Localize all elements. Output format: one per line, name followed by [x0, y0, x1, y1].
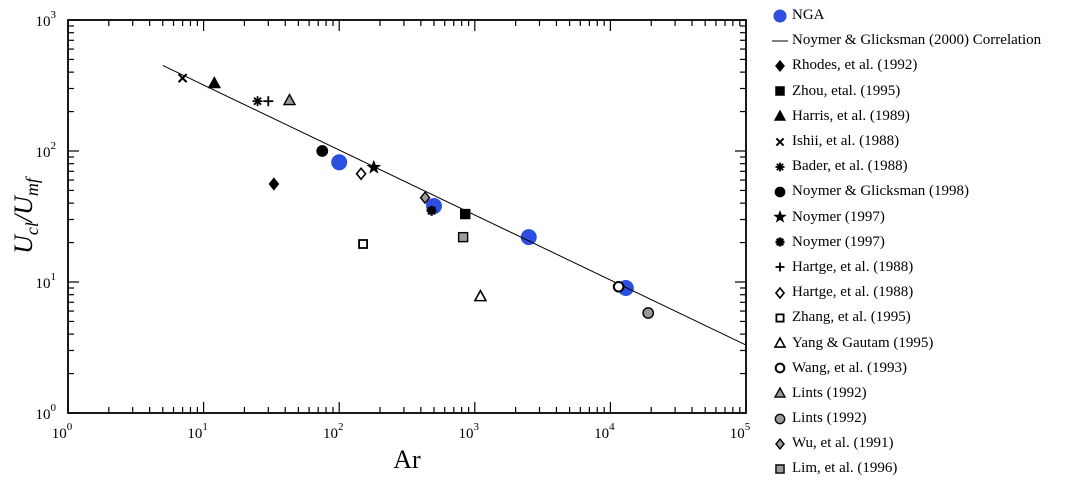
legend-marker-icon: [775, 262, 785, 272]
legend-label: Zhang, et al. (1995): [792, 309, 911, 326]
legend-marker-icon: [775, 313, 785, 323]
y-tick-label: 102: [36, 140, 57, 161]
x-tick-label: 100: [52, 421, 73, 442]
legend-item: Zhang, et al. (1995): [772, 305, 1077, 330]
legend-marker-icon: [773, 9, 787, 23]
legend-item: Hartge, et al. (1988): [772, 255, 1077, 280]
legend-label: Hartge, et al. (1988): [792, 284, 914, 301]
legend-item: Zhou, etal. (1995): [772, 79, 1077, 104]
data-point-rhodes-et-al-1992: [268, 177, 280, 191]
data-point-yang-gautam-1995: [473, 288, 488, 302]
x-tick-label: 101: [187, 421, 208, 442]
legend-label: Bader, et al. (1988): [792, 158, 908, 175]
legend-marker-icon: [774, 286, 786, 299]
legend-label: Yang & Gautam (1995): [792, 334, 934, 351]
data-point-bader-et-al-1988: [252, 96, 263, 107]
y-tick-label: 103: [36, 9, 57, 30]
legend-marker-icon: [775, 237, 785, 247]
legend-marker-icon: [773, 387, 787, 399]
legend-item: Lim, et al. (1996): [772, 456, 1077, 481]
legend-marker-icon: [773, 210, 787, 223]
x-axis-label: Ar: [393, 445, 421, 474]
data-point-lim-et-al-1996: [457, 231, 469, 243]
legend-label: Harris, et al. (1989): [792, 107, 910, 124]
legend-item: Hartge, et al. (1988): [772, 280, 1077, 305]
legend-item: Noymer (1997): [772, 205, 1077, 230]
legend-item: Wang, et al. (1993): [772, 356, 1077, 381]
y-tick-label: 100: [36, 402, 57, 423]
data-point-noymer-1997: [426, 205, 437, 216]
data-point-harris-et-al-1989: [207, 76, 222, 89]
legend-label: Lim, et al. (1996): [792, 460, 898, 477]
legend-label: Zhou, etal. (1995): [792, 82, 901, 99]
data-point-lints-1992: [642, 307, 655, 319]
series-layer: [162, 64, 747, 346]
legend-marker-icon: [775, 437, 785, 450]
x-tick-label: 102: [323, 421, 344, 442]
legend-marker-icon: [774, 362, 786, 374]
legend-item: Noymer & Glicksman (2000) Correlation: [772, 28, 1077, 53]
plot-area: [67, 19, 747, 414]
data-point-nga: [520, 229, 537, 246]
legend-label: Rhodes, et al. (1992): [792, 57, 918, 74]
scatter-chart: 100 101 102 103 104 105 100 101 102 103 Ar Ucl/U…: [9, 9, 751, 474]
legend-marker-icon: [775, 59, 785, 73]
legend-item: Wu, et al. (1991): [772, 431, 1077, 456]
legend-item: Noymer & Glicksman (1998): [772, 179, 1077, 204]
legend-marker-icon: [775, 137, 785, 146]
legend-label: Lints (1992): [792, 410, 867, 427]
x-tick-labels: 100 101 102 103 104 105: [52, 421, 751, 442]
legend-item: Lints (1992): [772, 406, 1077, 431]
legend-item: Rhodes, et al. (1992): [772, 53, 1077, 78]
axis-ticks: [67, 19, 747, 414]
data-point-wang-et-al-1993: [612, 280, 625, 293]
data-point-zhang-et-al-1995: [358, 239, 368, 249]
y-axis-label: Ucl/Umf: [9, 175, 42, 254]
data-point-hartge-et-al-1988: [263, 96, 274, 107]
legend-label: Ishii, et al. (1988): [792, 133, 900, 150]
x-tick-label: 103: [459, 421, 480, 442]
legend-marker-icon: [773, 109, 787, 122]
legend-item: Ishii, et al. (1988): [772, 129, 1077, 154]
legend-label: Lints (1992): [792, 384, 867, 401]
legend-marker-icon: [775, 162, 785, 172]
legend-label: Noymer (1997): [792, 208, 885, 225]
legend-label: Noymer & Glicksman (1998): [792, 183, 970, 200]
legend-item: Harris, et al. (1989): [772, 104, 1077, 129]
legend-item: Bader, et al. (1988): [772, 154, 1077, 179]
data-point-noymer-glicksman-1998: [316, 145, 329, 157]
legend-label: Wu, et al. (1991): [792, 435, 894, 452]
legend-marker-icon: [774, 413, 786, 424]
legend-label: NGA: [792, 7, 825, 24]
legend-marker-icon: [773, 336, 787, 348]
legend-label: Hartge, et al. (1988): [792, 258, 914, 275]
legend-marker-icon: [775, 86, 785, 96]
legend-label: Noymer & Glicksman (2000) Correlation: [792, 32, 1042, 49]
y-tick-labels: 100 101 102 103: [36, 9, 57, 423]
legend-label: Wang, et al. (1993): [792, 359, 908, 376]
data-point-wu-et-al-1991: [419, 191, 431, 205]
data-point-ishii-et-al-1988: [177, 73, 188, 83]
legend-label: Noymer (1997): [792, 233, 885, 250]
data-point-nga: [331, 154, 348, 171]
y-tick-label: 101: [36, 271, 57, 292]
legend-marker-icon: [775, 464, 785, 474]
data-point-lints-1992: [282, 93, 297, 106]
legend-marker-icon: [774, 186, 786, 198]
legend-item: NGA: [772, 3, 1077, 28]
legend-item: Noymer (1997): [772, 230, 1077, 255]
legend-item: Yang & Gautam (1995): [772, 330, 1077, 355]
data-point-hartge-et-al-1988: [355, 167, 367, 181]
data-point-zhou-etal-1995: [460, 208, 471, 220]
legend: NGA Noymer & Glicksman (2000) Correlation…: [772, 3, 1077, 482]
data-point-noymer-1997: [366, 159, 382, 174]
legend-item: Lints (1992): [772, 381, 1077, 406]
legend-marker-icon: [772, 40, 788, 42]
x-tick-label: 104: [594, 421, 615, 442]
x-tick-label: 105: [730, 421, 751, 442]
correlation-line: [162, 64, 747, 346]
